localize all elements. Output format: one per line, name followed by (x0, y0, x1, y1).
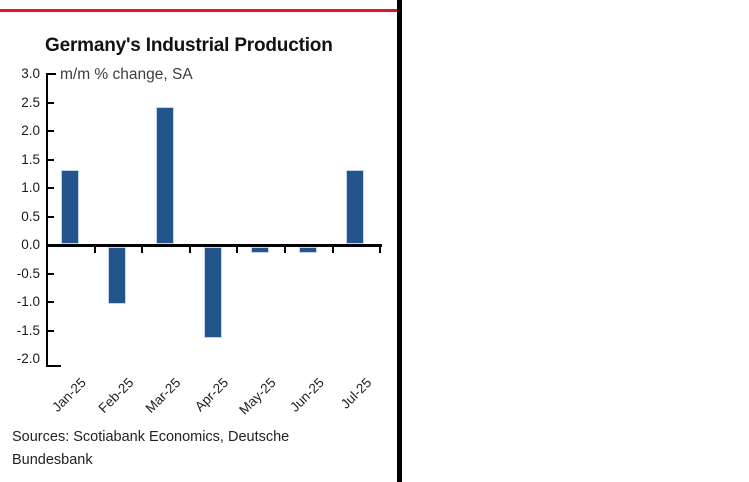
bar-Feb-25 (108, 247, 127, 304)
panel-right-divider (397, 0, 402, 482)
bar-Mar-25 (156, 107, 174, 244)
x-axis-label: Jan-25 (48, 375, 89, 415)
y-tick (48, 272, 54, 275)
x-tick (284, 247, 286, 253)
x-axis-label: Jun-25 (286, 375, 327, 415)
y-axis-label: -1.0 (16, 294, 40, 309)
x-axis-label: May-25 (236, 375, 279, 418)
y-tick (48, 73, 56, 75)
x-axis-line (46, 244, 382, 247)
bar-Jul-25 (346, 170, 365, 244)
x-axis-label: Jul-25 (337, 375, 375, 412)
x-tick (379, 247, 382, 253)
chart-subtitle: m/m % change, SA (60, 66, 193, 83)
y-tick (48, 215, 54, 218)
y-axis-label: 0.5 (21, 208, 40, 224)
x-tick (331, 247, 334, 253)
y-axis-label: 3.0 (21, 66, 40, 81)
y-axis-label: 2.5 (21, 94, 40, 110)
x-tick (141, 247, 144, 253)
y-tick (48, 187, 54, 189)
chart-title: Germany's Industrial Production (45, 35, 333, 56)
x-axis-label: Mar-25 (142, 375, 184, 416)
y-tick (48, 329, 54, 332)
y-axis-end-tick (48, 365, 61, 367)
bar-Jun-25 (298, 247, 317, 253)
y-axis-label: -0.5 (16, 265, 40, 281)
x-tick (188, 247, 191, 253)
y-tick (48, 301, 54, 303)
y-axis-label: 1.5 (21, 151, 40, 167)
y-tick (48, 130, 54, 132)
y-axis-label: 0.0 (21, 237, 40, 252)
x-tick (236, 247, 239, 253)
y-axis-label: 1.0 (21, 180, 40, 195)
x-axis-label: Feb-25 (95, 375, 137, 416)
y-axis-line (46, 73, 48, 367)
y-axis-label: 2.0 (21, 123, 40, 138)
y-axis-label: -1.5 (16, 322, 40, 338)
y-tick (48, 101, 54, 104)
x-tick (93, 247, 96, 253)
bar-Jan-25 (60, 170, 79, 244)
bar-Apr-25 (203, 247, 222, 338)
y-axis-label: -2.0 (16, 351, 40, 366)
bar-May-25 (251, 247, 270, 253)
accent-top-line (0, 9, 397, 12)
y-tick (48, 158, 54, 161)
sources-text: Sources: Scotiabank Economics, Deutsche … (12, 429, 290, 469)
x-axis-label: Apr-25 (191, 375, 232, 415)
